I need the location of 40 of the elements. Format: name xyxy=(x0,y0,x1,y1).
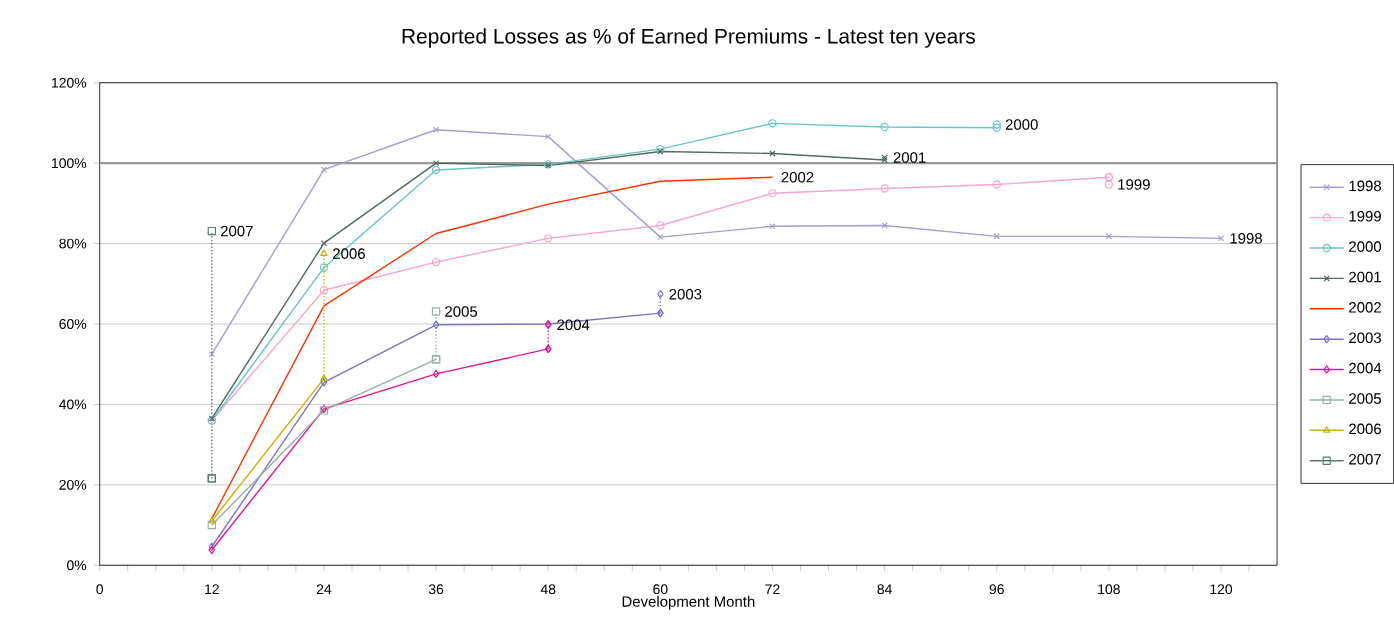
x-tick-label: 120 xyxy=(1210,584,1233,595)
annotation: 2006 xyxy=(333,248,365,259)
y-tick-label: 60% xyxy=(59,319,87,329)
y-tick-label: 120% xyxy=(52,77,87,88)
legend-label: 1999 xyxy=(1349,210,1381,222)
x-tick-label: 108 xyxy=(1098,584,1120,595)
chart-title: Reported Losses as % of Earned Premiums - Latest ten years xyxy=(402,28,975,48)
annotation: 1998 xyxy=(1230,233,1262,244)
x-tick-label: 72 xyxy=(765,584,780,594)
annotation: 2005 xyxy=(445,306,478,317)
y-tick-label: 40% xyxy=(59,399,87,410)
annotation: 2007 xyxy=(220,225,253,237)
legend-label: 2002 xyxy=(1349,302,1381,313)
x-axis-title: Development Month xyxy=(622,595,755,610)
x-tick-label: 12 xyxy=(205,584,219,594)
x-tick-label: 96 xyxy=(989,584,1004,595)
x-tick-label: 84 xyxy=(877,584,892,595)
annotation: 2004 xyxy=(557,319,590,331)
y-tick-label: 80% xyxy=(59,238,87,249)
x-tick-label: 0 xyxy=(96,584,104,595)
annotation: 2001 xyxy=(893,152,926,163)
legend-label: 2006 xyxy=(1349,423,1381,435)
x-tick-label: 36 xyxy=(428,584,444,595)
annotation: 2003 xyxy=(669,288,702,300)
y-tick-label: 0% xyxy=(67,560,87,571)
legend-label: 1998 xyxy=(1349,180,1381,192)
x-tick-label: 60 xyxy=(653,584,668,595)
annotation: 1999 xyxy=(1118,179,1150,190)
legend-label: 2000 xyxy=(1349,241,1382,252)
y-tick-label: 100% xyxy=(52,158,87,169)
x-tick-label: 24 xyxy=(316,584,332,594)
annotation: 2000 xyxy=(1005,119,1038,130)
legend-label: 2007 xyxy=(1349,453,1381,465)
x-tick-label: 48 xyxy=(540,584,556,595)
legend-label: 2005 xyxy=(1349,393,1382,404)
annotation: 2002 xyxy=(781,171,814,183)
legend-label: 2001 xyxy=(1349,271,1381,283)
y-tick-label: 20% xyxy=(59,479,87,490)
legend-label: 2004 xyxy=(1349,362,1382,374)
legend-label: 2003 xyxy=(1349,332,1381,344)
